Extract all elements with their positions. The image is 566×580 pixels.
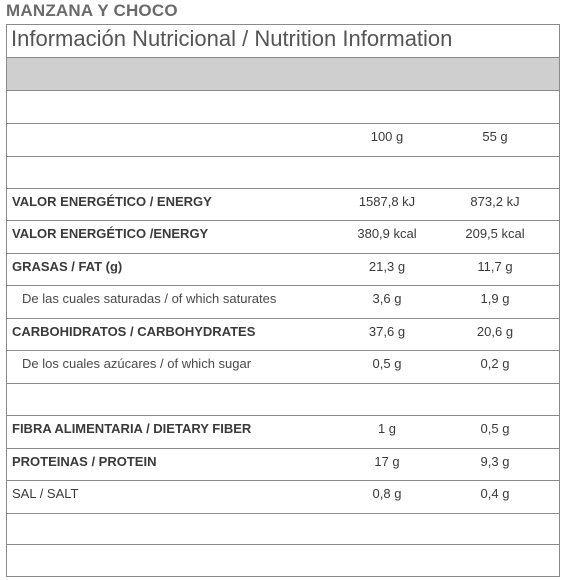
row-label: PROTEINAS / PROTEIN bbox=[12, 454, 157, 469]
table-row: PROTEINAS / PROTEIN 17 g 9,3 g bbox=[7, 449, 559, 481]
row-label: CARBOHIDRATOS / CARBOHYDRATES bbox=[12, 324, 256, 339]
column-per-portion: 55 g bbox=[482, 129, 508, 144]
value-100g: 1587,8 kJ bbox=[358, 194, 416, 209]
header-band bbox=[7, 58, 559, 91]
empty-row bbox=[7, 514, 559, 545]
value-100g: 1 g bbox=[377, 421, 397, 436]
table-row: FIBRA ALIMENTARIA / DIETARY FIBER 1 g 0,… bbox=[7, 416, 559, 449]
column-per-100g: 100 g bbox=[370, 129, 404, 144]
value-100g: 17 g bbox=[374, 454, 400, 469]
table-row: VALOR ENERGÉTICO / ENERGY 1587,8 kJ 873,… bbox=[7, 189, 559, 221]
value-portion: 0,4 g bbox=[480, 486, 510, 501]
table-header: Información Nutricional / Nutrition Info… bbox=[7, 25, 559, 58]
table-title: Información Nutricional / Nutrition Info… bbox=[11, 26, 453, 51]
row-label: De los cuales azúcares / of which sugar bbox=[22, 356, 252, 371]
row-label: GRASAS / FAT (g) bbox=[12, 259, 123, 274]
value-100g: 0,8 g bbox=[372, 486, 402, 501]
row-label: FIBRA ALIMENTARIA / DIETARY FIBER bbox=[12, 421, 252, 436]
value-portion: 0,5 g bbox=[480, 421, 510, 436]
value-100g: 37,6 g bbox=[368, 324, 406, 339]
value-portion: 0,2 g bbox=[480, 356, 510, 371]
value-100g: 0,5 g bbox=[372, 356, 402, 371]
nutrition-table: Información Nutricional / Nutrition Info… bbox=[6, 24, 560, 577]
value-100g: 3,6 g bbox=[372, 291, 402, 306]
table-row: GRASAS / FAT (g) 21,3 g 11,7 g bbox=[7, 254, 559, 286]
value-portion: 209,5 kcal bbox=[465, 226, 525, 241]
product-title: MANZANA Y CHOCO bbox=[6, 1, 178, 20]
row-label: VALOR ENERGÉTICO /ENERGY bbox=[12, 226, 209, 241]
empty-row bbox=[7, 384, 559, 416]
column-header-row: 100 g 55 g bbox=[7, 124, 559, 157]
row-label: VALOR ENERGÉTICO / ENERGY bbox=[12, 194, 212, 209]
table-row: De las cuales saturadas / of which satur… bbox=[7, 286, 559, 319]
value-100g: 380,9 kcal bbox=[357, 226, 417, 241]
empty-row bbox=[7, 91, 559, 124]
value-portion: 20,6 g bbox=[476, 324, 514, 339]
empty-row bbox=[7, 157, 559, 189]
table-row: VALOR ENERGÉTICO /ENERGY 380,9 kcal 209,… bbox=[7, 221, 559, 254]
value-portion: 11,7 g bbox=[477, 259, 513, 274]
table-row: De los cuales azúcares / of which sugar … bbox=[7, 351, 559, 384]
row-label: SAL / SALT bbox=[12, 486, 79, 501]
table-row: SAL / SALT 0,8 g 0,4 g bbox=[7, 481, 559, 514]
value-100g: 21,3 g bbox=[368, 259, 406, 274]
value-portion: 873,2 kJ bbox=[470, 194, 520, 209]
value-portion: 1,9 g bbox=[480, 291, 510, 306]
row-label: De las cuales saturadas / of which satur… bbox=[22, 291, 277, 306]
value-portion: 9,3 g bbox=[480, 454, 510, 469]
table-row: CARBOHIDRATOS / CARBOHYDRATES 37,6 g 20,… bbox=[7, 319, 559, 351]
